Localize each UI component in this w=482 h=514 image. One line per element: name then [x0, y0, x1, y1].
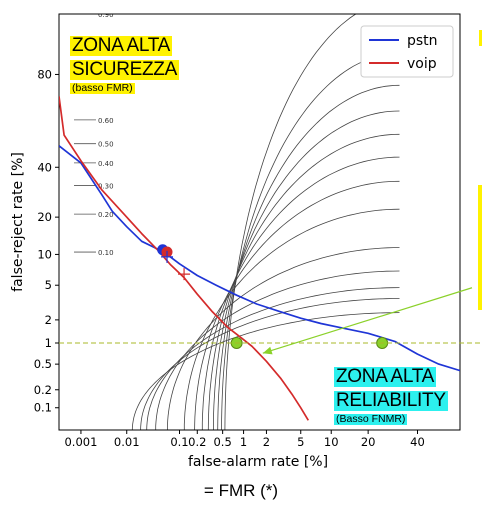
legend-pstn-label: pstn	[407, 33, 438, 49]
cost-curve-label-6: 0.20	[98, 211, 114, 219]
y-tick-label-4: 1	[45, 336, 52, 350]
overlay-layer	[59, 287, 482, 355]
cost-curve-13	[131, 312, 400, 430]
fmr-caption: = FMR (*)	[203, 481, 279, 500]
legend-box	[360, 25, 454, 78]
legend: pstn voip	[360, 25, 454, 78]
plot-frame	[58, 13, 461, 431]
cost-curve-1	[224, 14, 357, 430]
zone-high-reliability-line1: ZONA ALTA	[334, 366, 436, 387]
cost-curve-7	[194, 180, 400, 430]
annotation-arrow-shaft	[262, 287, 473, 354]
x-tick-label-8: 5	[297, 435, 304, 449]
y-axis-ticks: 0.1 0.2 0.5 1 2 5 10 20 40 80	[34, 67, 59, 415]
cost-curve-label-2: 0.60	[98, 117, 114, 125]
cost-curve-5	[207, 133, 400, 430]
x-tick-label-9: 10	[324, 435, 339, 449]
y-tick-label-5: 2	[45, 313, 52, 327]
series-line-pstn	[59, 145, 460, 372]
y-tick-label-10: 80	[37, 67, 52, 81]
series-line-voip	[59, 96, 310, 421]
cost-curve-12	[140, 298, 400, 430]
zone-high-security-subtitle: (basso FMR)	[70, 82, 135, 95]
zone-high-reliability-subtitle: (Basso FNMR)	[334, 413, 408, 426]
x-axis-ticks: 0.001 0.01 0.1 0.2 0.5 1 2 5 10 20 40	[64, 430, 425, 449]
cost-curve-11	[146, 287, 400, 430]
edge-highlight-top	[479, 30, 482, 46]
cost-curve-label-1: 0.90	[98, 11, 114, 19]
x-axis-label: false-alarm rate [%]	[188, 454, 328, 470]
voip-cross	[178, 268, 191, 281]
x-tick-label-3: 0.1	[170, 435, 188, 449]
cost-curve-9	[167, 247, 400, 430]
x-tick-label-1: 0.001	[64, 435, 97, 449]
cost-curve-10	[155, 270, 400, 430]
y-tick-label-6: 5	[45, 278, 52, 292]
cost-curve-label-5: 0.30	[98, 182, 114, 190]
y-axis-label: false-reject rate [%]	[10, 152, 26, 292]
x-tick-label-6: 1	[240, 435, 247, 449]
cost-curve-4	[213, 110, 400, 430]
y-tick-label-3: 0.5	[34, 357, 52, 371]
cost-curve-label-7: 0.10	[98, 249, 114, 257]
x-tick-label-10: 20	[361, 435, 376, 449]
x-tick-label-11: 40	[410, 435, 425, 449]
cost-curve-6	[201, 156, 400, 430]
x-tick-label-7: 2	[263, 435, 270, 449]
edge-highlight-right	[478, 185, 482, 310]
cost-curve-3	[217, 84, 400, 430]
y-tick-label-8: 20	[37, 210, 52, 224]
y-tick-label-7: 10	[37, 247, 52, 261]
cost-curve-label-4: 0.40	[98, 160, 114, 168]
zone-high-reliability-line2: RELIABILITY	[334, 390, 448, 411]
x-tick-label-2: 0.01	[114, 435, 140, 449]
cost-curve-8	[183, 208, 400, 430]
cost-curve-2	[221, 53, 400, 430]
x-tick-label-5: 0.5	[213, 435, 231, 449]
annotation-arrow-head	[262, 346, 273, 355]
y-tick-label-9: 40	[37, 160, 52, 174]
cost-curve-label-3: 0.50	[98, 141, 114, 149]
cost-curves: 0.90 0.60 0.50 0.40 0.30 0.20 0.10	[74, 11, 400, 430]
x-tick-label-4: 0.2	[188, 435, 206, 449]
marker-layer	[157, 244, 389, 349]
zone-high-security-line1: ZONA ALTA	[70, 35, 172, 56]
legend-voip-label: voip	[407, 56, 437, 72]
zone-high-security-line2: SICUREZZA	[70, 59, 179, 80]
pstn-cross	[161, 250, 174, 263]
y-tick-label-2: 0.2	[34, 383, 52, 397]
y-tick-label-1: 0.1	[34, 401, 52, 415]
